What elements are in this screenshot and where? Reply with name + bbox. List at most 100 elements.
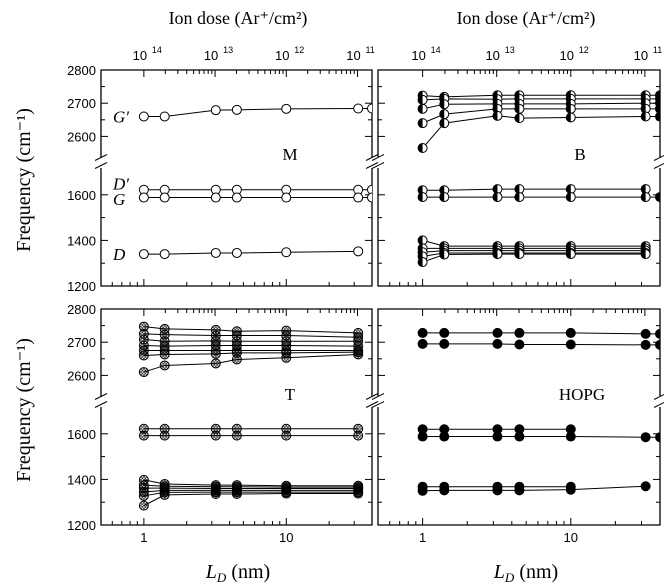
axis-break-mark bbox=[365, 154, 379, 161]
top-tick-label: 10 bbox=[411, 48, 425, 63]
panel-t: 2600 2700 2800 1200 1400 1600 1 10 T bbox=[67, 302, 379, 545]
data-point bbox=[492, 110, 503, 121]
x-tick-label: 10 bbox=[564, 530, 578, 545]
series-line bbox=[422, 250, 646, 253]
data-point bbox=[353, 246, 364, 257]
data-point bbox=[231, 104, 242, 115]
y-tick-label: 2700 bbox=[67, 96, 96, 111]
data-point bbox=[231, 247, 242, 258]
series-line bbox=[422, 94, 660, 98]
data-point bbox=[439, 249, 450, 260]
top-axis-title-right: Ion dose (Ar⁺/cm²) bbox=[457, 8, 596, 29]
panel-label: HOPG bbox=[559, 385, 605, 404]
series-line bbox=[422, 115, 660, 149]
top-tick-exponent: 11 bbox=[365, 45, 374, 55]
data-point bbox=[565, 103, 576, 114]
top-tick-exponent: 13 bbox=[223, 45, 233, 55]
data-point bbox=[640, 328, 651, 339]
x-axis-label-right: LD (nm) bbox=[493, 561, 558, 585]
series-line bbox=[422, 98, 660, 101]
data-point bbox=[417, 327, 428, 338]
panel-hopg: 1 10 HOPG bbox=[371, 308, 664, 545]
y-tick-label: 2800 bbox=[67, 302, 96, 317]
data-point bbox=[417, 143, 428, 154]
axis-break-mark bbox=[94, 401, 108, 408]
data-point bbox=[138, 490, 149, 501]
data-point bbox=[514, 192, 525, 203]
data-point bbox=[367, 103, 372, 114]
data-point bbox=[514, 249, 525, 260]
data-point bbox=[210, 105, 221, 116]
data-point bbox=[655, 192, 660, 203]
data-point bbox=[640, 481, 651, 492]
axis-break-mark bbox=[94, 393, 108, 400]
data-point bbox=[565, 327, 576, 338]
data-point bbox=[514, 327, 525, 338]
series-line bbox=[143, 326, 359, 334]
top-tick-exponent: 12 bbox=[294, 45, 304, 55]
data-point bbox=[417, 192, 428, 203]
series-line bbox=[422, 102, 660, 110]
series-group bbox=[417, 327, 660, 496]
data-point bbox=[210, 358, 221, 369]
data-point bbox=[210, 192, 221, 203]
y-axis-label-text: Frequency (cm⁻¹) bbox=[13, 108, 35, 252]
data-point bbox=[565, 339, 576, 350]
data-point bbox=[439, 338, 450, 349]
data-point bbox=[565, 184, 576, 195]
data-point bbox=[417, 103, 428, 114]
data-point bbox=[439, 192, 450, 203]
top-tick-label: 10 bbox=[560, 48, 574, 63]
data-point bbox=[655, 111, 660, 122]
data-point bbox=[439, 327, 450, 338]
data-point bbox=[417, 257, 428, 268]
y-tick-label: 1600 bbox=[67, 188, 96, 203]
top-tick-label: 10 bbox=[275, 48, 289, 63]
axis-break-mark bbox=[94, 162, 108, 169]
series-line bbox=[143, 351, 359, 356]
data-point bbox=[367, 192, 372, 203]
data-point bbox=[281, 247, 292, 258]
x-tick-label: 1 bbox=[140, 530, 147, 545]
data-point bbox=[231, 430, 242, 441]
x-tick-label: 1 bbox=[419, 530, 426, 545]
data-point bbox=[231, 488, 242, 499]
data-point bbox=[492, 485, 503, 496]
data-point bbox=[439, 431, 450, 442]
data-point bbox=[439, 109, 450, 120]
data-point bbox=[210, 348, 221, 359]
top-tick-label: 10 bbox=[634, 48, 648, 63]
data-point bbox=[417, 485, 428, 496]
data-point bbox=[159, 360, 170, 371]
series-line bbox=[422, 343, 660, 346]
data-point bbox=[565, 192, 576, 203]
top-tick-exponent: 13 bbox=[505, 45, 515, 55]
data-point bbox=[159, 249, 170, 260]
x-axis-label-text: LD (nm) bbox=[205, 561, 270, 585]
data-point bbox=[640, 184, 651, 195]
axis-break-mark bbox=[653, 162, 664, 169]
series-line bbox=[143, 345, 359, 347]
data-point bbox=[231, 354, 242, 365]
data-point bbox=[655, 103, 660, 114]
data-point bbox=[210, 488, 221, 499]
axis-break-mark bbox=[371, 154, 385, 161]
panel-m: 2600 2700 2800 1200 1400 1600 10 14 10 13 10 12 10 11… bbox=[67, 45, 379, 294]
peak-label: G′ bbox=[113, 107, 129, 126]
top-tick-exponent: 14 bbox=[152, 45, 162, 55]
data-point bbox=[439, 99, 450, 110]
data-point bbox=[138, 192, 149, 203]
data-point bbox=[159, 349, 170, 360]
axis-break-mark bbox=[371, 401, 385, 408]
data-point bbox=[565, 484, 576, 495]
data-point bbox=[640, 192, 651, 203]
series-group bbox=[138, 321, 364, 511]
data-point bbox=[640, 249, 651, 260]
data-point bbox=[353, 192, 364, 203]
y-axis-label-text: Frequency (cm⁻¹) bbox=[13, 338, 35, 482]
data-point bbox=[281, 430, 292, 441]
data-point bbox=[417, 118, 428, 129]
axis-break-mark bbox=[94, 154, 108, 161]
